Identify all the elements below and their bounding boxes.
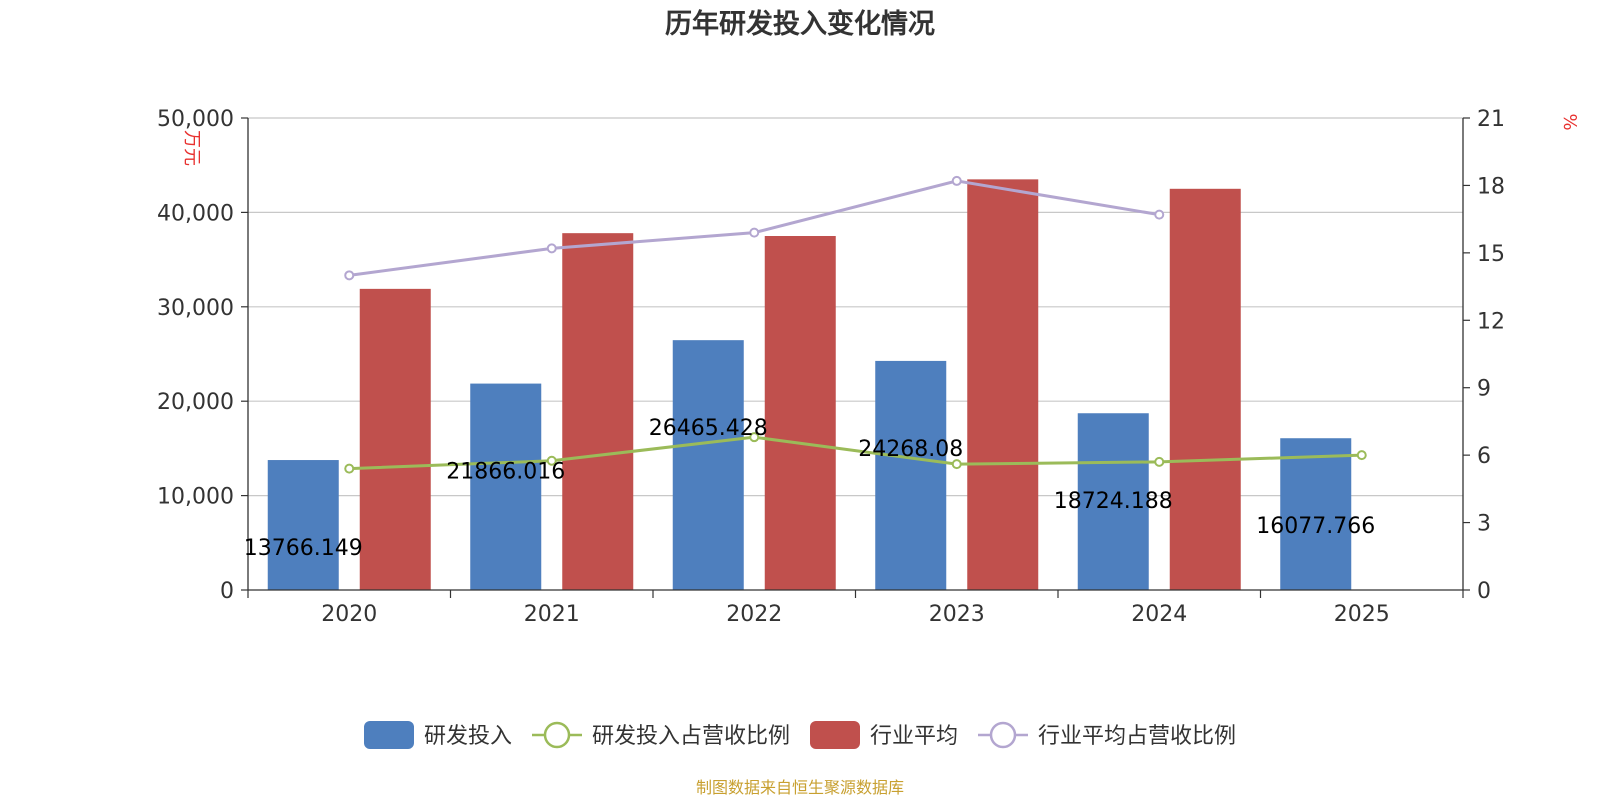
bar [1077, 413, 1149, 590]
x-axis-tick-label: 2024 [1131, 602, 1187, 627]
line-point [749, 432, 760, 443]
line-point [546, 243, 557, 254]
legend-label: 行业平均占营收比例 [1038, 724, 1236, 749]
left-axis-tick-label: 0 [220, 579, 234, 604]
legend-swatch-marker [543, 721, 571, 749]
line-point [344, 270, 355, 281]
chart-title: 历年研发投入变化情况 [665, 8, 935, 40]
left-axis-tick-label: 40,000 [157, 201, 234, 226]
line-point [1154, 209, 1165, 220]
x-axis-tick-label: 2021 [524, 602, 580, 627]
right-axis-tick-label: 3 [1477, 512, 1491, 537]
right-axis-unit: % [1559, 113, 1580, 130]
bar [672, 340, 744, 590]
bar-data-label: 13766.149 [244, 536, 363, 561]
legend-swatch-marker [989, 721, 1017, 749]
right-axis-tick-label: 6 [1477, 444, 1491, 469]
legend-label: 研发投入 [424, 724, 512, 749]
right-axis-tick-label: 0 [1477, 579, 1491, 604]
bar [470, 383, 542, 590]
bar-data-label: 18724.188 [1054, 489, 1173, 514]
line-point [951, 459, 962, 470]
bar-data-label: 21866.016 [446, 460, 565, 485]
bar [875, 360, 947, 590]
x-axis-tick-label: 2022 [726, 602, 782, 627]
right-axis-tick-label: 9 [1477, 377, 1491, 402]
legend-label: 行业平均 [870, 724, 958, 749]
right-axis-tick-label: 12 [1477, 309, 1505, 334]
x-axis-tick-label: 2020 [321, 602, 377, 627]
line-point [749, 227, 760, 238]
line-point [546, 455, 557, 466]
left-axis-unit: 万元 [181, 130, 202, 166]
line-point [951, 175, 962, 186]
bar [562, 233, 634, 590]
lines-layer [344, 175, 1367, 474]
data-labels-layer: 13766.149 21866.016 26465.428 24268.08 18724… [244, 416, 1375, 561]
x-axis-tick-label: 2025 [1334, 602, 1390, 627]
x-axis-tick-label: 2023 [929, 602, 985, 627]
bar [764, 236, 836, 590]
axes-layer: 0 10,000 20,000 30,000 40,000 50,000 0 3 6 9 12 15 1… [157, 107, 1505, 627]
series-line [349, 435, 1362, 471]
bar [359, 288, 431, 590]
line-point [1154, 456, 1165, 467]
bars-layer [267, 179, 1352, 591]
legend-swatch [810, 721, 860, 749]
right-axis-tick-label: 21 [1477, 107, 1505, 132]
left-axis-tick-label: 30,000 [157, 296, 234, 321]
legend: 研发投入 研发投入占营收比例 行业平均 行业平均占营收比例 [364, 721, 1236, 749]
source-note: 制图数据来自恒生聚源数据库 [696, 778, 904, 797]
left-axis-tick-label: 10,000 [157, 485, 234, 510]
line-point [344, 463, 355, 474]
right-axis-tick-label: 15 [1477, 242, 1505, 267]
left-axis-tick-label: 20,000 [157, 390, 234, 415]
bar [267, 460, 339, 590]
legend-swatch [364, 721, 414, 749]
bar-data-label: 16077.766 [1256, 514, 1375, 539]
bar-data-label: 26465.428 [649, 416, 768, 441]
bar [1169, 188, 1241, 591]
bar [967, 179, 1039, 591]
left-axis-tick-label: 50,000 [157, 107, 234, 132]
right-axis-tick-label: 18 [1477, 174, 1505, 199]
legend-label: 研发投入占营收比例 [592, 724, 790, 749]
bar [1280, 438, 1352, 590]
line-point [1356, 450, 1367, 461]
grid-lines [248, 117, 1463, 497]
bar-data-label: 24268.08 [858, 437, 963, 462]
